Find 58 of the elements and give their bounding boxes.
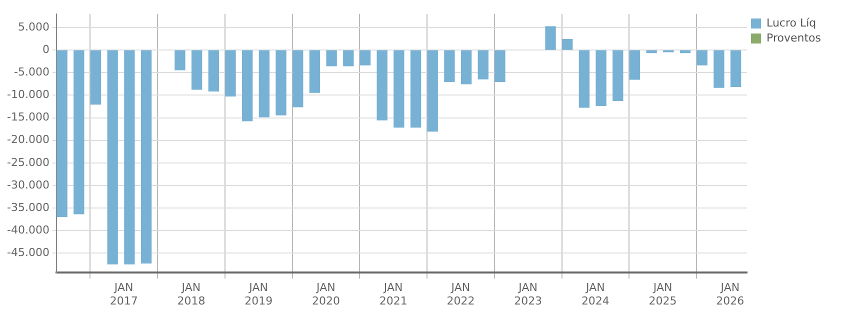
bar (276, 50, 286, 116)
bar (208, 50, 219, 92)
y-tick-label: -30.000 (6, 178, 50, 192)
legend-label: Lucro Líq (766, 16, 816, 30)
bar (478, 50, 488, 80)
bar (74, 50, 84, 214)
bar (730, 50, 742, 87)
bar (225, 50, 236, 96)
y-tick-label: -20.000 (6, 133, 50, 146)
x-tick-label: JAN 2026 (716, 281, 744, 308)
y-tick-label: -35.000 (6, 200, 50, 214)
x-tick-label: JAN 2025 (648, 281, 677, 308)
y-tick-label: -40.000 (6, 223, 50, 236)
x-tick-label: JAN 2021 (379, 281, 408, 308)
bar (140, 50, 152, 264)
bar (394, 50, 404, 128)
y-tick-label: 5.000 (18, 20, 50, 34)
bar (460, 50, 472, 84)
bar (258, 50, 270, 118)
bar (562, 38, 573, 50)
y-tick-label: -25.000 (6, 156, 50, 169)
bar (90, 50, 102, 105)
bar (494, 50, 506, 82)
bar (410, 50, 422, 128)
bar (124, 50, 135, 264)
bar (326, 50, 337, 66)
x-tick-label: JAN 2019 (244, 281, 273, 308)
bar (427, 50, 438, 132)
bar (578, 50, 590, 108)
y-tick-label: -15.000 (6, 110, 50, 124)
x-tick-label: JAN 2020 (312, 281, 340, 308)
bar (696, 50, 708, 66)
bar (107, 50, 118, 264)
x-tick-label: JAN 2018 (177, 281, 206, 308)
bar (376, 50, 388, 120)
bar (596, 50, 606, 106)
x-tick-label: JAN 2023 (514, 281, 542, 308)
bar (444, 50, 455, 82)
bar (191, 50, 202, 90)
bar (360, 50, 371, 66)
x-tick-label: JAN 2017 (110, 281, 138, 308)
y-tick-label: -10.000 (6, 88, 50, 102)
legend-label: Proventos (766, 31, 822, 44)
x-tick-label: JAN 2024 (581, 281, 610, 308)
bar (612, 50, 624, 101)
bar (629, 50, 640, 80)
y-tick-label: 0 (42, 42, 50, 56)
bar (309, 50, 320, 93)
bar (242, 50, 253, 122)
bar (714, 50, 724, 88)
bar (343, 50, 354, 66)
bar (56, 50, 68, 217)
bar (545, 26, 556, 50)
y-tick-label: -5.000 (14, 66, 50, 79)
bar (174, 50, 186, 70)
y-tick-label: -45.000 (6, 246, 50, 260)
bar (292, 50, 304, 108)
x-tick-label: JAN 2022 (446, 281, 475, 308)
